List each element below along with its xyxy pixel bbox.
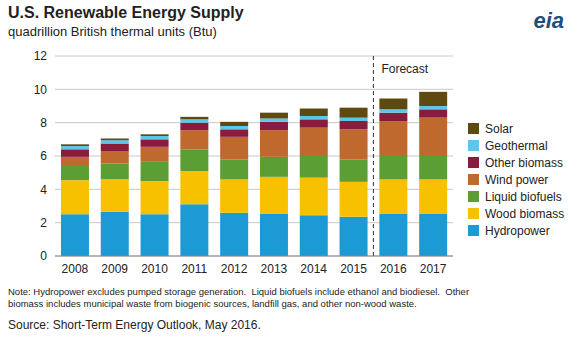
svg-text:4: 4: [40, 183, 47, 197]
svg-text:Forecast: Forecast: [381, 62, 428, 76]
svg-text:8: 8: [40, 116, 47, 130]
svg-text:2008: 2008: [62, 262, 89, 276]
svg-text:2011: 2011: [181, 262, 207, 276]
html-text:Solar: Solar: [485, 121, 513, 136]
svg-text:12: 12: [34, 49, 48, 63]
svg-text:2014: 2014: [300, 262, 327, 276]
html-text:U.S. Renewable Energy Supply: U.S. Renewable Energy Supply: [8, 4, 244, 21]
html-text:quadrillion British thermal un: quadrillion British thermal units (Btu): [8, 24, 217, 39]
svg-text:2012: 2012: [221, 262, 248, 276]
svg-text:6: 6: [40, 149, 47, 163]
html-text:Wind power: Wind power: [485, 172, 549, 187]
html-text:Liquid biofuels: Liquid biofuels: [485, 189, 562, 204]
svg-text:2: 2: [40, 216, 47, 230]
svg-text:2010: 2010: [141, 262, 168, 276]
svg-text:2017: 2017: [420, 262, 447, 276]
html-text:Geothermal: Geothermal: [485, 138, 548, 153]
svg-text:2009: 2009: [101, 262, 128, 276]
html-text:Note: Hydropower excludes pump: Note: Hydropower excludes pumped storage…: [8, 286, 469, 297]
html-text:Hydropower: Hydropower: [485, 223, 550, 238]
html-text:Wood biomass: Wood biomass: [485, 206, 565, 221]
svg-text:2013: 2013: [261, 262, 288, 276]
svg-text:0: 0: [40, 249, 47, 263]
svg-text:2016: 2016: [380, 262, 407, 276]
svg-text:2015: 2015: [340, 262, 367, 276]
svg-text:10: 10: [34, 83, 48, 97]
html-text:Other biomass: Other biomass: [485, 155, 563, 170]
html-text:eia: eia: [533, 8, 564, 33]
html-text:biomass includes municipal was: biomass includes municipal waste from bi…: [8, 298, 417, 309]
html-text:Source: Short-Term Energy Outl: Source: Short-Term Energy Outlook, May 2…: [8, 318, 261, 332]
